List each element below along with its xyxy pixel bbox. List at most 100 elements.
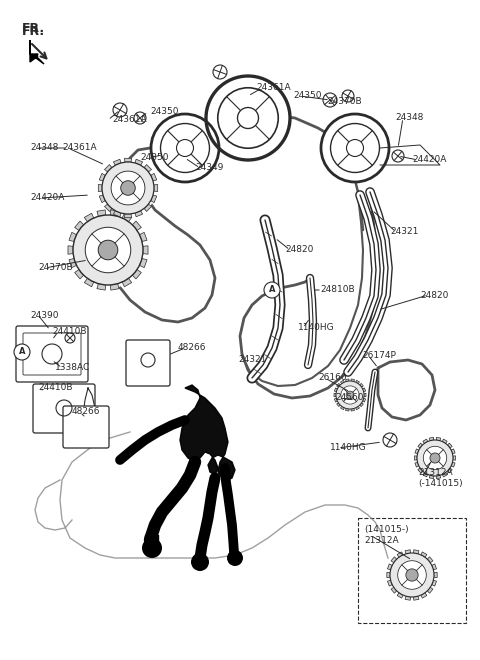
- Circle shape: [417, 440, 453, 476]
- Polygon shape: [99, 195, 105, 203]
- Circle shape: [151, 114, 219, 182]
- Polygon shape: [69, 232, 76, 242]
- Text: 24349: 24349: [195, 164, 223, 172]
- Circle shape: [264, 282, 280, 298]
- Polygon shape: [436, 438, 441, 441]
- Text: 24810B: 24810B: [320, 286, 355, 294]
- Polygon shape: [391, 557, 396, 563]
- Polygon shape: [362, 399, 366, 402]
- Polygon shape: [387, 572, 390, 578]
- Polygon shape: [418, 468, 422, 473]
- Circle shape: [134, 112, 146, 124]
- Polygon shape: [132, 221, 142, 230]
- Text: 24361A: 24361A: [62, 143, 96, 152]
- Polygon shape: [180, 385, 235, 480]
- Polygon shape: [432, 580, 436, 586]
- Text: 24348: 24348: [395, 114, 423, 123]
- FancyBboxPatch shape: [33, 384, 95, 433]
- Polygon shape: [144, 164, 152, 172]
- Polygon shape: [336, 403, 340, 407]
- Text: 24410B: 24410B: [52, 327, 86, 337]
- Circle shape: [111, 171, 145, 205]
- Polygon shape: [418, 443, 422, 448]
- Text: FR.: FR.: [22, 22, 45, 34]
- Polygon shape: [360, 403, 363, 407]
- Polygon shape: [414, 456, 417, 460]
- Polygon shape: [427, 587, 433, 593]
- Circle shape: [423, 446, 447, 470]
- Circle shape: [177, 139, 193, 156]
- Circle shape: [14, 344, 30, 360]
- Polygon shape: [135, 159, 143, 165]
- Polygon shape: [99, 174, 105, 181]
- Polygon shape: [113, 159, 121, 165]
- Circle shape: [341, 386, 359, 404]
- Text: 24361A: 24361A: [256, 84, 290, 92]
- FancyBboxPatch shape: [23, 333, 81, 375]
- Text: 24390: 24390: [30, 310, 59, 319]
- Polygon shape: [351, 379, 354, 381]
- Text: 1338AC: 1338AC: [55, 364, 90, 372]
- Polygon shape: [405, 596, 410, 600]
- Text: 24820: 24820: [285, 246, 313, 255]
- Polygon shape: [140, 232, 147, 242]
- Text: 24560: 24560: [335, 393, 363, 403]
- Polygon shape: [451, 449, 455, 453]
- Polygon shape: [356, 407, 360, 410]
- Polygon shape: [140, 259, 147, 268]
- Polygon shape: [423, 473, 428, 477]
- Text: 24361A: 24361A: [112, 115, 146, 125]
- Text: 24370B: 24370B: [327, 98, 361, 106]
- Text: 24410B: 24410B: [38, 383, 72, 393]
- Polygon shape: [432, 564, 436, 570]
- Polygon shape: [124, 158, 132, 162]
- Circle shape: [335, 379, 365, 411]
- Text: 24350: 24350: [293, 92, 322, 100]
- Text: 24370B: 24370B: [38, 263, 72, 273]
- Polygon shape: [443, 439, 447, 444]
- Polygon shape: [110, 284, 119, 290]
- Circle shape: [388, 551, 436, 599]
- Circle shape: [121, 181, 135, 195]
- Polygon shape: [84, 213, 94, 222]
- Text: 24350: 24350: [140, 154, 168, 162]
- Circle shape: [99, 160, 156, 216]
- Polygon shape: [122, 213, 132, 222]
- Polygon shape: [405, 550, 410, 554]
- Circle shape: [227, 550, 243, 566]
- Circle shape: [390, 553, 434, 597]
- Polygon shape: [97, 210, 106, 216]
- Polygon shape: [362, 388, 366, 391]
- Circle shape: [191, 553, 209, 571]
- Polygon shape: [335, 388, 337, 391]
- Polygon shape: [415, 463, 419, 467]
- Polygon shape: [397, 593, 403, 598]
- Polygon shape: [144, 204, 152, 211]
- Polygon shape: [453, 456, 456, 460]
- Circle shape: [98, 240, 118, 260]
- Text: (141015-)
21312A: (141015-) 21312A: [364, 525, 408, 544]
- Polygon shape: [451, 463, 455, 467]
- FancyBboxPatch shape: [16, 326, 88, 382]
- Polygon shape: [414, 596, 419, 600]
- Circle shape: [142, 538, 162, 558]
- Text: 48266: 48266: [178, 343, 206, 352]
- Circle shape: [238, 108, 259, 129]
- Polygon shape: [98, 185, 102, 191]
- Polygon shape: [421, 593, 427, 598]
- Polygon shape: [105, 164, 112, 172]
- Circle shape: [342, 90, 354, 102]
- Circle shape: [398, 561, 426, 589]
- Text: 26174P: 26174P: [362, 350, 396, 360]
- Text: A: A: [19, 348, 25, 356]
- Circle shape: [85, 227, 131, 273]
- Polygon shape: [113, 211, 121, 216]
- Polygon shape: [414, 550, 419, 554]
- Polygon shape: [30, 40, 44, 64]
- Text: 1140HG: 1140HG: [330, 444, 367, 453]
- Polygon shape: [429, 438, 434, 441]
- Polygon shape: [97, 284, 106, 290]
- Polygon shape: [336, 383, 340, 387]
- Polygon shape: [447, 443, 452, 448]
- Polygon shape: [356, 380, 360, 383]
